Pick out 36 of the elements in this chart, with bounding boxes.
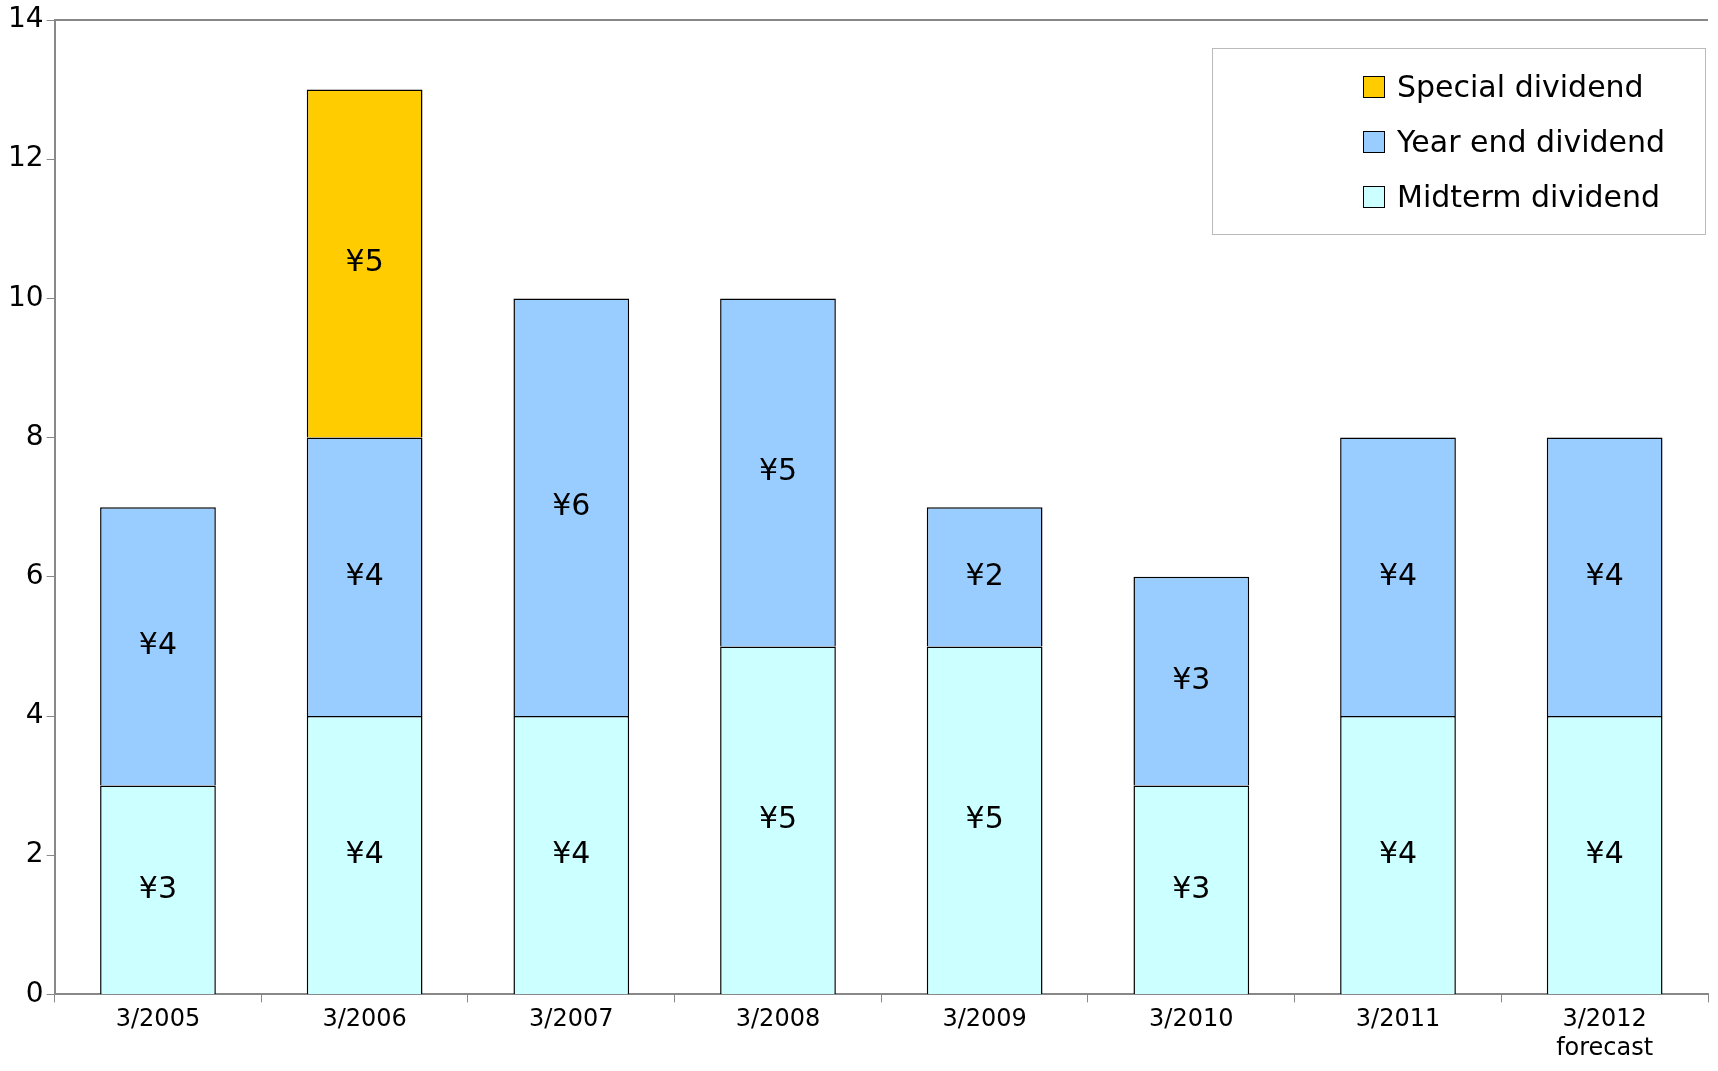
y-tick-label: 2 bbox=[25, 836, 44, 870]
y-tick-label: 0 bbox=[25, 975, 44, 1009]
data-label: ¥3 bbox=[138, 869, 178, 905]
data-label: ¥5 bbox=[758, 452, 798, 488]
data-label: ¥4 bbox=[345, 556, 384, 592]
y-tick-label: 8 bbox=[25, 418, 44, 452]
x-tick-label: 3/2009 bbox=[942, 1004, 1027, 1033]
data-label: ¥4 bbox=[1378, 556, 1418, 592]
x-tick-label: 3/2005 bbox=[115, 1004, 201, 1033]
data-label: ¥2 bbox=[965, 556, 1004, 592]
data-label: ¥3 bbox=[1172, 661, 1211, 696]
x-tick-label: 3/2012 forecast bbox=[1556, 1004, 1654, 1061]
x-tick-label: 3/2007 bbox=[529, 1004, 614, 1033]
x-tick-label: 3/2008 bbox=[735, 1004, 821, 1033]
y-tick-label: 14 bbox=[7, 1, 44, 35]
y-tick-label: 4 bbox=[25, 697, 44, 731]
y-tick-label: 6 bbox=[25, 558, 44, 592]
data-label: ¥6 bbox=[552, 487, 591, 522]
data-label: ¥5 bbox=[965, 799, 1004, 835]
data-label: ¥5 bbox=[345, 243, 384, 279]
x-tick-label: 3/2010 bbox=[1149, 1004, 1234, 1033]
data-label: ¥4 bbox=[1585, 556, 1624, 592]
legend-label: Midterm dividend bbox=[1397, 178, 1661, 216]
data-label: ¥4 bbox=[138, 626, 178, 662]
data-label: ¥4 bbox=[552, 834, 591, 870]
y-tick-label: 10 bbox=[7, 279, 44, 313]
data-label: ¥4 bbox=[1378, 834, 1418, 870]
data-label: ¥4 bbox=[1585, 834, 1624, 870]
data-label: ¥4 bbox=[345, 834, 384, 870]
data-label: ¥5 bbox=[758, 799, 798, 835]
legend-label: Special dividend bbox=[1397, 68, 1644, 106]
x-tick-label: 3/2011 bbox=[1355, 1004, 1441, 1033]
y-tick-label: 12 bbox=[7, 140, 44, 174]
x-tick-label: 3/2006 bbox=[322, 1004, 407, 1033]
data-label: ¥3 bbox=[1172, 869, 1211, 905]
legend-label: Year end dividend bbox=[1397, 123, 1666, 161]
